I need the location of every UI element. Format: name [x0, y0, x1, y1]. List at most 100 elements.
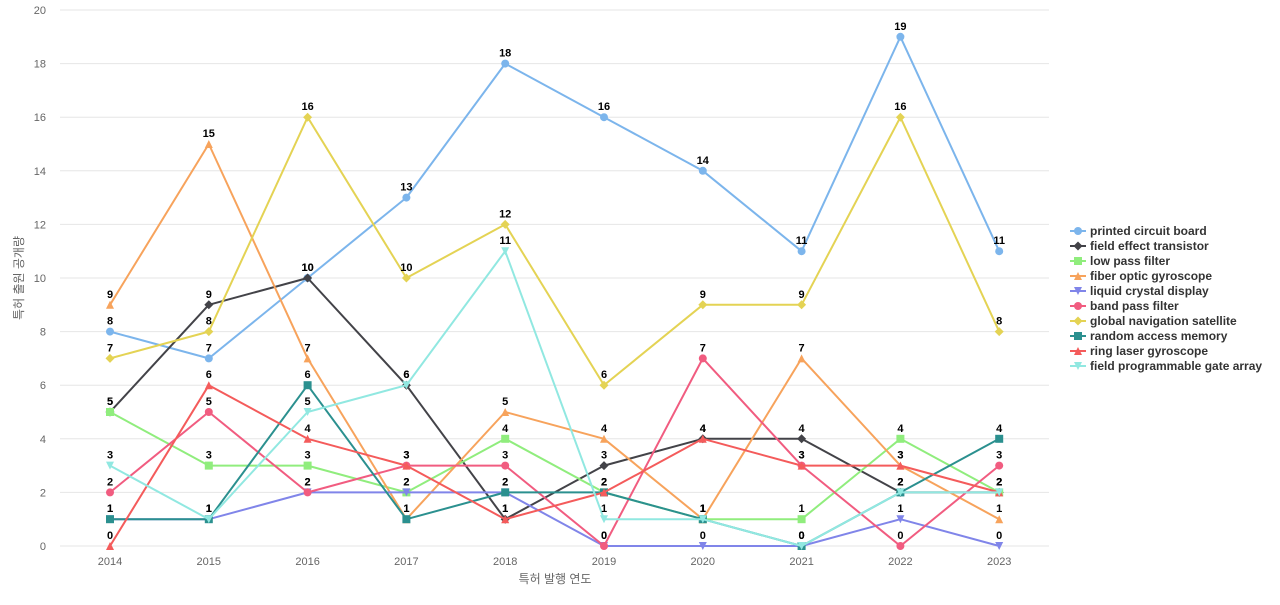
- data-label: 1: [502, 503, 508, 515]
- data-label: 1: [700, 503, 706, 515]
- data-label: 15: [203, 128, 215, 140]
- legend-item[interactable]: ring laser gyroscope: [1070, 344, 1208, 358]
- data-label: 0: [700, 530, 706, 542]
- data-point: [204, 140, 213, 148]
- y-tick-label: 14: [34, 166, 46, 178]
- data-label: 0: [601, 530, 607, 542]
- data-label: 5: [206, 396, 212, 408]
- data-point: [600, 515, 608, 524]
- data-label: 0: [601, 530, 607, 542]
- data-label: 9: [206, 289, 212, 301]
- data-label: 2: [107, 476, 113, 488]
- data-point: [106, 515, 114, 524]
- data-label: 18: [499, 48, 511, 60]
- data-label: 4: [799, 423, 806, 435]
- data-label: 16: [598, 101, 610, 113]
- data-label: 1: [502, 503, 508, 515]
- data-label: 3: [403, 450, 409, 462]
- data-label: 4: [601, 423, 608, 435]
- data-point: [995, 488, 1004, 497]
- legend-item[interactable]: printed circuit board: [1070, 224, 1207, 238]
- data-point: [797, 354, 806, 363]
- data-label: 6: [601, 369, 607, 381]
- data-point: [402, 515, 411, 524]
- series-printed-circuit-board: [106, 32, 1004, 363]
- data-point: [994, 327, 1004, 337]
- data-point: [698, 166, 707, 175]
- data-label: 2: [403, 476, 409, 488]
- legend-item[interactable]: field effect transistor: [1070, 239, 1209, 253]
- legend-item[interactable]: low pass filter: [1070, 254, 1170, 268]
- legend-marker: [1074, 302, 1082, 310]
- data-point: [896, 515, 905, 524]
- data-label: 6: [403, 369, 409, 381]
- legend-label: low pass filter: [1090, 254, 1170, 268]
- data-point: [204, 354, 213, 363]
- legend-marker: [1073, 316, 1083, 326]
- data-point: [303, 112, 313, 122]
- data-label: 1: [403, 503, 409, 515]
- x-tick-label: 2020: [691, 556, 715, 568]
- data-label: 7: [107, 342, 113, 354]
- data-label: 5: [107, 396, 113, 408]
- series-line: [109, 35, 1001, 360]
- data-label: 3: [107, 450, 113, 462]
- legend-item[interactable]: field programmable gate array: [1070, 359, 1262, 373]
- legend-label: printed circuit board: [1090, 224, 1207, 238]
- data-label: 2: [897, 476, 903, 488]
- legend-item[interactable]: random access memory: [1070, 329, 1228, 343]
- data-label: 1: [206, 503, 212, 515]
- x-tick-label: 2017: [394, 556, 418, 568]
- data-point: [303, 408, 312, 416]
- data-label: 3: [403, 450, 409, 462]
- legend-label: liquid crystal display: [1090, 284, 1209, 298]
- data-label: 1: [107, 503, 113, 515]
- data-label: 2: [502, 476, 508, 488]
- legend-marker: [1074, 332, 1082, 340]
- data-point: [204, 515, 213, 524]
- data-label: 1: [799, 503, 805, 515]
- series-group: [105, 32, 1004, 550]
- data-point: [698, 300, 708, 310]
- legend-item[interactable]: liquid crystal display: [1070, 284, 1209, 298]
- data-point: [303, 434, 312, 443]
- legend-label: global navigation satellite: [1090, 314, 1237, 328]
- legend-item[interactable]: band pass filter: [1070, 299, 1179, 313]
- data-point: [896, 488, 905, 497]
- data-point: [303, 273, 313, 283]
- data-point: [500, 219, 510, 229]
- data-point: [797, 434, 807, 444]
- data-point: [995, 461, 1004, 470]
- data-label: 10: [301, 262, 313, 274]
- data-point: [402, 381, 411, 390]
- data-label: 6: [305, 369, 311, 381]
- data-label: 7: [799, 342, 805, 354]
- data-point: [600, 488, 608, 497]
- legend-item[interactable]: fiber optic gyroscope: [1070, 269, 1212, 283]
- data-label: 12: [499, 208, 511, 220]
- data-label: 8: [107, 316, 113, 328]
- data-point: [600, 434, 608, 443]
- data-label: 1: [403, 503, 409, 515]
- series-line: [109, 143, 1000, 521]
- data-point: [896, 32, 905, 41]
- data-point: [501, 408, 510, 416]
- data-point: [106, 327, 114, 336]
- data-label: 1: [601, 503, 607, 515]
- x-tick-label: 2016: [295, 556, 319, 568]
- data-label: 11: [499, 235, 511, 247]
- data-point: [204, 461, 213, 470]
- grid: [60, 9, 1049, 547]
- data-point: [303, 381, 312, 390]
- data-label: 3: [206, 450, 212, 462]
- data-point: [204, 300, 214, 310]
- data-point: [106, 408, 114, 416]
- data-label: 2: [502, 476, 508, 488]
- data-label: 1: [700, 503, 706, 515]
- data-point: [501, 515, 510, 524]
- legend-item[interactable]: global navigation satellite: [1070, 314, 1237, 328]
